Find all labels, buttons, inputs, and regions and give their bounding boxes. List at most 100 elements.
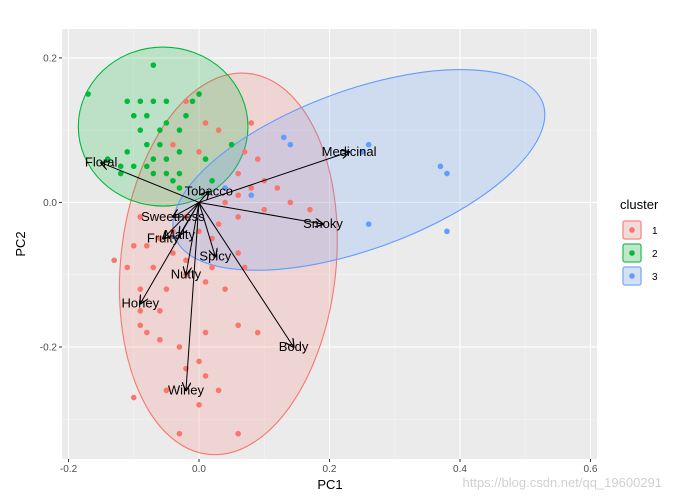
point-cluster-3 (437, 163, 444, 170)
loading-label: Floral (85, 155, 118, 170)
legend-key-point (629, 250, 635, 256)
point-cluster-1 (241, 149, 248, 155)
loading-arrow (198, 152, 349, 203)
axes: -0.2 0.0 0.2 0.4 0.6 -0.2 0.0 0.2 (40, 53, 598, 475)
point-cluster-1 (215, 127, 222, 133)
point-cluster-2 (163, 98, 170, 105)
point-cluster-1 (183, 98, 189, 105)
point-cluster-2 (189, 98, 196, 105)
x-tick-label: 0.4 (453, 464, 467, 475)
point-cluster-1 (157, 336, 163, 343)
legend-title: cluster (620, 197, 659, 212)
point-cluster-1 (137, 214, 144, 220)
loading-labels: Tobacco Medicinal Smoky Floral Sweetness Malt… (85, 144, 377, 397)
point-cluster-1 (209, 264, 215, 271)
cluster-ellipses (77, 46, 546, 456)
point-cluster-1 (307, 206, 313, 213)
point-cluster-1 (202, 329, 209, 336)
loading-label: Medicinal (322, 144, 377, 159)
point-cluster-1 (196, 401, 202, 408)
legend-key-point (629, 227, 635, 233)
point-cluster-1 (196, 358, 202, 365)
loading-arrow (198, 192, 209, 203)
point-cluster-1 (235, 322, 241, 329)
point-cluster-2 (228, 141, 235, 148)
y-tick-label: 0.2 (43, 53, 57, 64)
point-cluster-1 (202, 279, 209, 285)
legend-label: 1 (652, 226, 658, 237)
watermark: https://blog.csdn.net/qq_19600291 (463, 475, 663, 490)
point-cluster-1 (241, 264, 248, 271)
point-cluster-1 (170, 141, 176, 148)
loading-label: Nutty (171, 267, 202, 282)
point-cluster-1 (183, 257, 189, 264)
point-cluster-1 (130, 394, 137, 401)
point-cluster-1 (111, 257, 117, 264)
point-cluster-1 (215, 387, 222, 394)
point-cluster-2 (144, 112, 150, 119)
point-cluster-2 (124, 149, 131, 155)
point-cluster-2 (150, 98, 157, 105)
point-cluster-1 (170, 250, 176, 256)
loading-arrow (198, 202, 215, 256)
point-cluster-1 (137, 322, 144, 329)
legend-key-point (629, 273, 635, 279)
point-cluster-2 (157, 127, 163, 133)
point-cluster-1 (176, 430, 183, 437)
point-cluster-1 (261, 206, 268, 213)
loading-arrow (198, 201, 323, 224)
point-cluster-1 (222, 286, 228, 292)
loading-arrow (186, 202, 200, 274)
point-cluster-1 (183, 214, 189, 220)
point-cluster-2 (202, 156, 209, 162)
point-cluster-1 (196, 228, 202, 235)
x-axis-title: PC1 (317, 477, 342, 492)
y-tick-label: -0.2 (40, 342, 58, 353)
point-cluster-1 (176, 344, 183, 350)
point-cluster-1 (130, 243, 137, 249)
x-tick-label: 0.0 (192, 464, 206, 475)
legend-label: 3 (652, 272, 658, 283)
point-cluster-2 (196, 91, 202, 97)
legend-label: 2 (652, 249, 658, 260)
point-cluster-1 (196, 149, 202, 155)
loading-arrow (163, 202, 200, 238)
point-cluster-1 (163, 286, 170, 292)
point-cluster-1 (235, 250, 241, 256)
point-cluster-1 (144, 243, 150, 249)
point-cluster-2 (150, 62, 157, 68)
loading-label: Winey (168, 382, 205, 397)
y-tick-label: 0.0 (43, 198, 57, 209)
loading-label: Smoky (303, 216, 343, 231)
point-cluster-2 (170, 177, 176, 184)
point-cluster-3 (281, 134, 287, 141)
point-cluster-2 (144, 141, 150, 148)
y-axis-title: PC2 (13, 231, 28, 256)
loading-arrow (101, 163, 200, 203)
point-cluster-2 (163, 120, 170, 126)
point-cluster-1 (235, 192, 241, 199)
loading-label: Honey (122, 296, 160, 311)
x-tick-label: -0.2 (60, 464, 78, 475)
loading-arrow (140, 202, 200, 303)
point-cluster-2 (157, 141, 163, 148)
cluster-ellipse-3 (172, 69, 546, 271)
point-cluster-2 (104, 156, 111, 162)
point-cluster-1 (144, 329, 150, 336)
point-cluster-1 (248, 120, 255, 126)
point-cluster-1 (137, 286, 144, 292)
point-cluster-3 (222, 185, 228, 191)
point-cluster-2 (176, 170, 183, 177)
loading-label: Malty (164, 227, 196, 242)
loading-label: Body (279, 339, 309, 354)
loading-label: Spicy (199, 249, 231, 264)
point-cluster-1 (274, 185, 281, 191)
legend-keys: 1 2 3 (622, 220, 658, 286)
point-cluster-3 (248, 192, 255, 199)
point-cluster-1 (235, 170, 241, 177)
point-cluster-1 (150, 264, 157, 271)
point-cluster-1 (157, 308, 163, 314)
point-cluster-1 (287, 199, 294, 206)
point-cluster-2 (124, 98, 131, 105)
